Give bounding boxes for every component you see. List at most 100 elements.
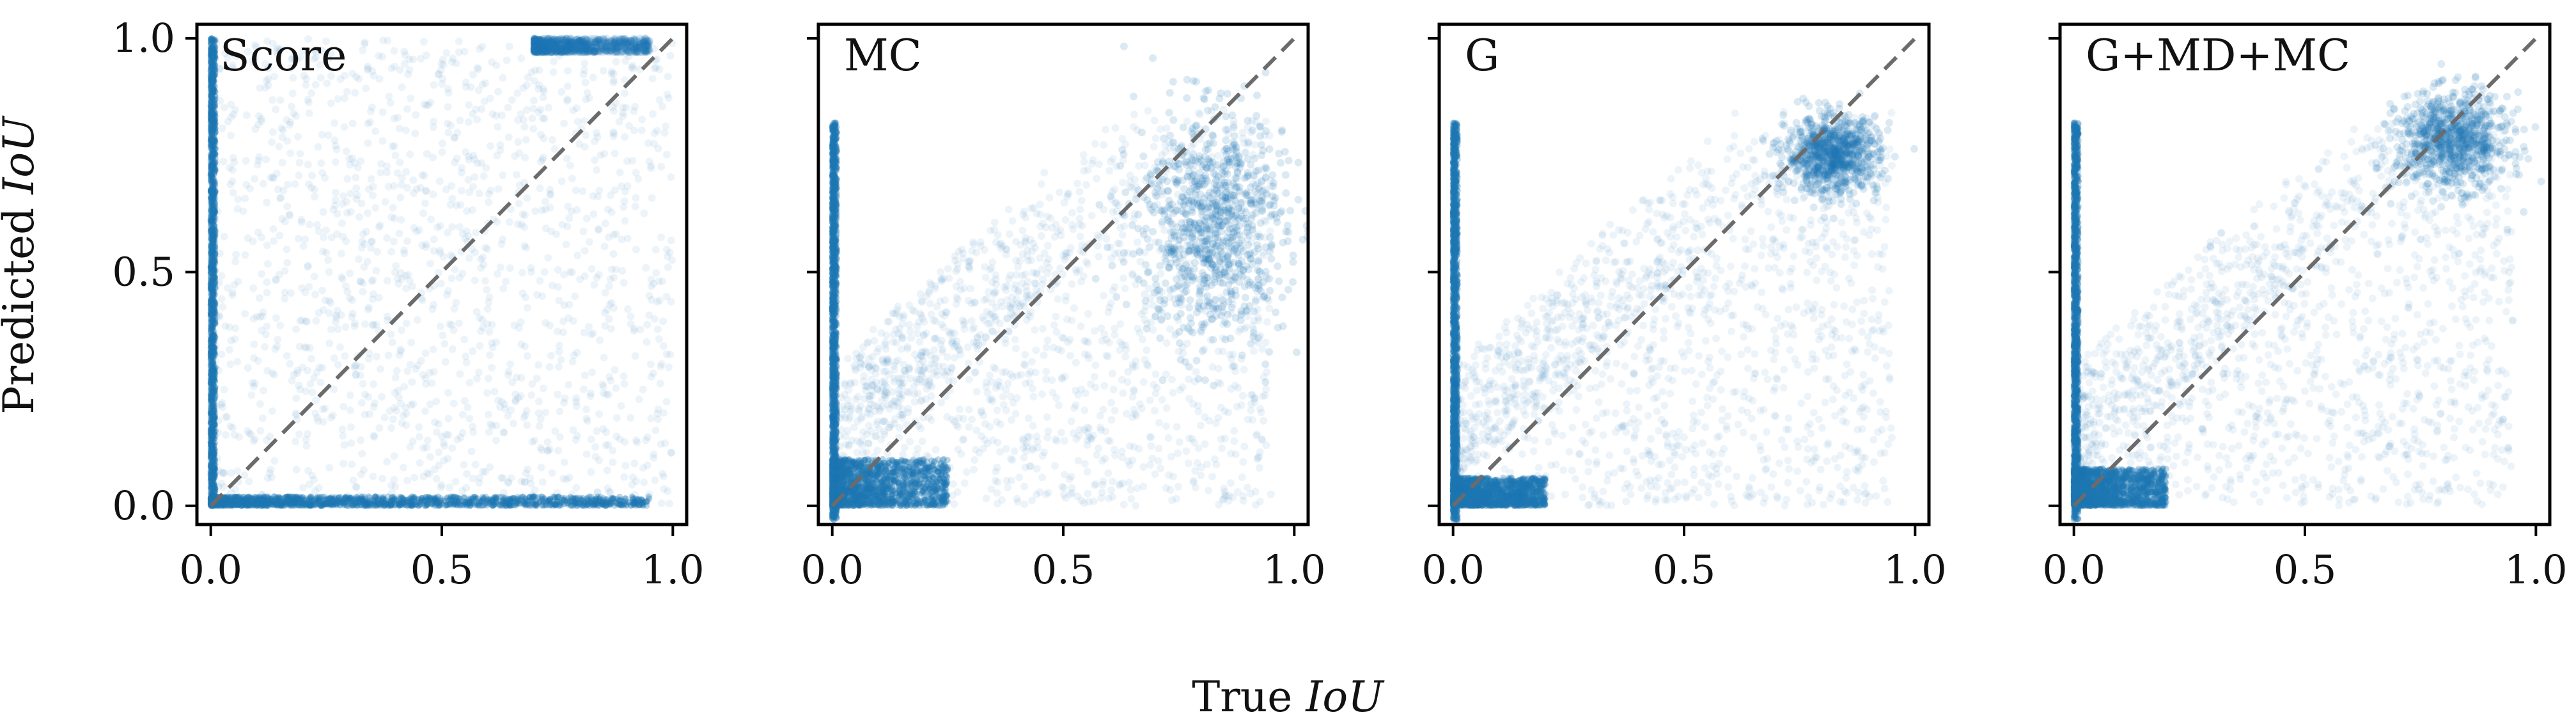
scatter-point — [209, 325, 215, 332]
scatter-point — [208, 109, 215, 116]
scatter-point — [427, 216, 435, 223]
scatter-point — [395, 124, 403, 132]
scatter-point — [208, 164, 215, 171]
scatter-point — [207, 363, 214, 370]
scatter-point — [207, 471, 214, 478]
scatter-point — [212, 189, 219, 196]
scatter-point — [226, 360, 235, 368]
scatter-point — [494, 185, 503, 193]
scatter-point — [208, 336, 215, 343]
scatter-point — [208, 93, 215, 100]
scatter-point — [458, 269, 467, 278]
scatter-point — [208, 99, 215, 106]
scatter-point — [319, 418, 327, 426]
scatter-point — [662, 292, 671, 301]
scatter-point — [210, 310, 217, 317]
scatter-point — [208, 326, 215, 333]
scatter-point — [406, 150, 414, 159]
scatter-point — [212, 67, 219, 74]
scatter-point — [210, 381, 217, 388]
scatter-point — [494, 123, 502, 131]
scatter-point — [207, 495, 214, 501]
scatter-point — [207, 343, 214, 351]
scatter-point — [341, 497, 348, 505]
scatter-point — [409, 176, 418, 184]
scatter-point — [210, 410, 217, 417]
scatter-point — [207, 244, 214, 251]
scatter-point — [207, 119, 214, 126]
scatter-point — [210, 170, 217, 177]
scatter-point — [208, 374, 215, 381]
scatter-point — [207, 264, 214, 271]
scatter-point — [357, 399, 366, 407]
scatter-point — [610, 273, 618, 281]
scatter-point — [652, 269, 660, 277]
scatter-point — [210, 54, 217, 61]
scatter-point — [325, 339, 334, 347]
scatter-point — [210, 264, 219, 272]
scatter-point — [262, 155, 270, 164]
scatter-point — [210, 233, 217, 240]
scatter-point — [212, 470, 219, 477]
scatter-point — [210, 493, 216, 500]
scatter-point — [263, 288, 271, 297]
scatter-point — [340, 459, 348, 468]
scatter-point — [210, 150, 217, 156]
scatter-point — [212, 276, 219, 283]
scatter-point — [551, 427, 559, 436]
scatter-point — [208, 384, 215, 391]
scatter-point — [209, 276, 216, 283]
scatter-point — [394, 113, 402, 122]
scatter-point — [209, 228, 216, 235]
scatter-point — [623, 157, 631, 165]
scatter-point — [558, 88, 566, 96]
scatter-point — [210, 257, 217, 264]
scatter-point — [643, 338, 651, 346]
scatter-point — [273, 342, 281, 351]
scatter-point — [211, 118, 218, 125]
scatter-point — [651, 476, 659, 484]
scatter-point — [212, 284, 219, 291]
scatter-point — [210, 272, 217, 279]
scatter-point — [444, 129, 453, 137]
scatter-point — [581, 247, 589, 255]
scatter-point — [208, 307, 215, 314]
scatter-point — [208, 450, 214, 457]
scatter-point — [262, 330, 270, 338]
scatter-point — [209, 248, 216, 255]
scatter-point — [207, 338, 214, 345]
scatter-point — [398, 83, 406, 91]
scatter-point — [208, 184, 215, 190]
scatter-point — [208, 152, 215, 159]
scatter-point — [207, 333, 214, 340]
scatter-point — [209, 386, 216, 393]
scatter-point — [477, 327, 485, 335]
scatter-point — [502, 278, 510, 286]
scatter-point — [210, 414, 217, 422]
scatter-point — [504, 104, 512, 112]
scatter-point — [210, 165, 217, 172]
scatter-point — [643, 320, 652, 329]
scatter-point — [208, 105, 214, 112]
scatter-point — [207, 434, 214, 441]
scatter-point — [210, 192, 217, 198]
scatter-point — [209, 349, 216, 356]
scatter-point — [207, 349, 214, 356]
scatter-point — [278, 159, 286, 167]
scatter-point — [208, 179, 215, 186]
scatter-point — [217, 295, 226, 303]
scatter-point — [657, 363, 665, 371]
scatter-point — [361, 411, 369, 419]
scatter-point — [211, 37, 217, 44]
scatter-point — [325, 268, 333, 276]
scatter-point — [208, 436, 215, 443]
scatter-point — [210, 123, 217, 130]
scatter-point — [435, 448, 443, 457]
scatter-point — [583, 89, 591, 97]
scatter-point — [413, 316, 421, 324]
scatter-point — [210, 53, 217, 60]
scatter-point — [368, 295, 377, 303]
scatter-point — [210, 42, 217, 49]
scatter-point — [208, 317, 215, 324]
scatter-point — [214, 207, 222, 216]
